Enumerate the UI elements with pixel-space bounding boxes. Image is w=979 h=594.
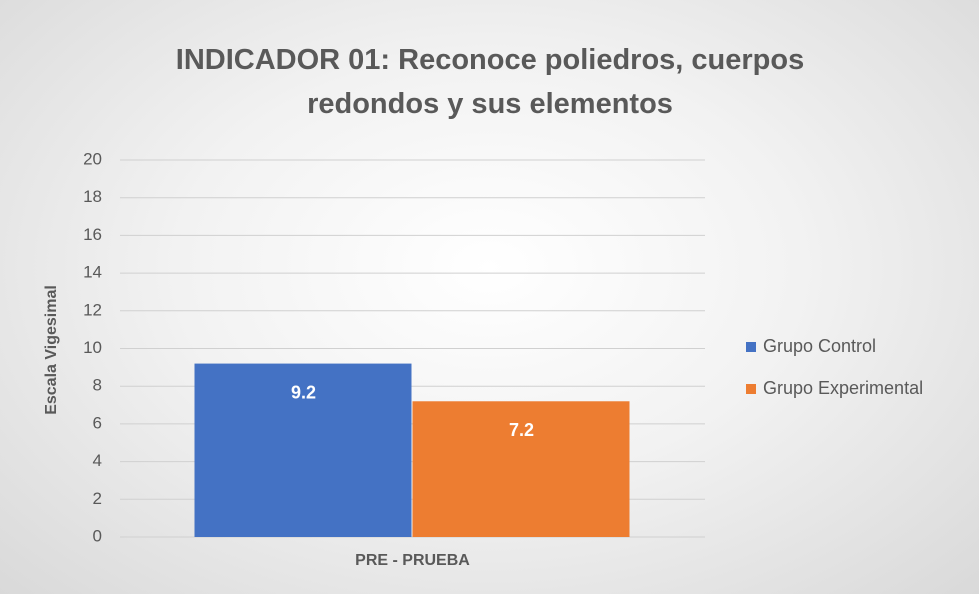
legend-swatch [746,384,756,394]
bar [194,363,412,537]
y-tick-label: 12 [83,300,102,319]
data-label: 7.2 [509,420,534,440]
y-tick-label: 14 [83,263,102,282]
y-tick-label: 16 [83,225,102,244]
y-tick-label: 8 [93,376,102,395]
y-tick-label: 2 [93,489,102,508]
y-tick-label: 20 [83,149,102,168]
x-tick-label: PRE - PRUEBA [355,552,470,569]
legend-swatch [746,342,756,352]
bar [412,401,630,537]
y-tick-label: 10 [83,338,102,357]
y-tick-label: 6 [93,413,102,432]
y-tick-label: 4 [93,451,102,470]
legend-label: Grupo Control [763,336,876,356]
y-tick-label: 18 [83,187,102,206]
data-label: 9.2 [291,382,316,402]
y-axis-label: Escala Vigesimal [43,285,60,415]
chart-title: INDICADOR 01: Reconoce poliedros, cuerpo… [175,44,805,120]
legend-label: Grupo Experimental [763,378,923,398]
y-tick-label: 0 [93,526,102,545]
